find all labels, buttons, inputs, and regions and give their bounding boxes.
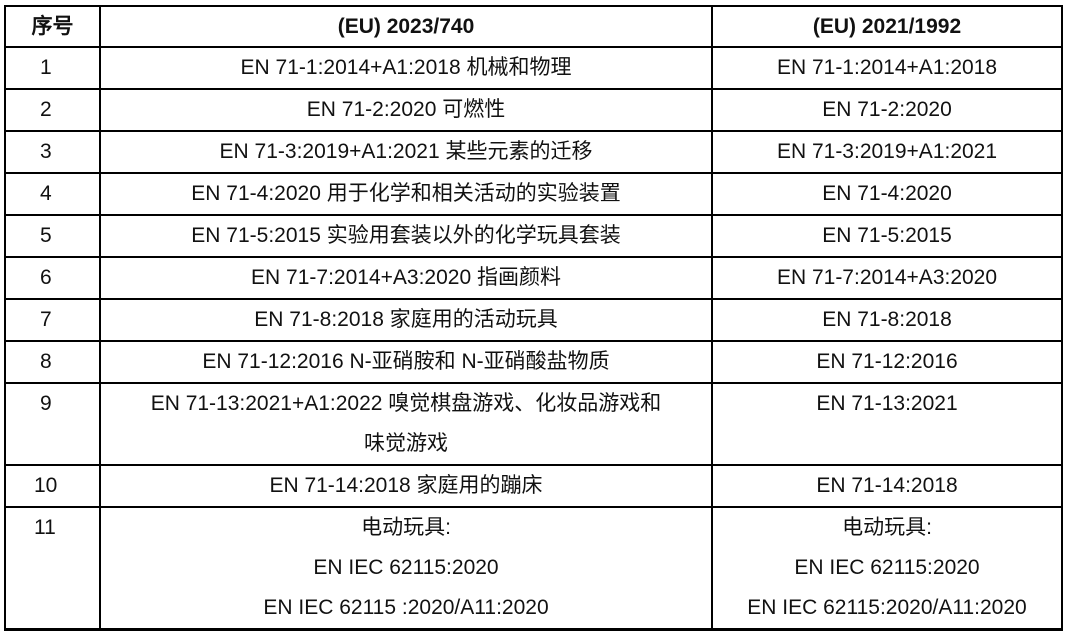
standard-text: EN 71-1:2014+A1:2018 机械和物理	[240, 56, 572, 79]
standard-text: EN 71-3:2019+A1:2021	[776, 140, 998, 163]
table-row: 8 EN 71-12:2016 N-亚硝胺和 N-亚硝酸盐物质 EN 71-12:2…	[4, 340, 1063, 384]
eu-2021-1992-cell: EN 71-14:2018	[711, 464, 1063, 508]
table-row: 9 EN 71-13:2021+A1:2022 嗅觉棋盘游戏、化妆品游戏和 味觉游戏…	[4, 382, 1063, 466]
eu-2021-1992-cell: EN 71-8:2018	[711, 298, 1063, 342]
eu-2021-1992-cell: EN 71-3:2019+A1:2021	[711, 130, 1063, 174]
eu-2021-1992-cell: EN 71-12:2016	[711, 340, 1063, 384]
serial-number-cell: 11	[4, 506, 101, 631]
standard-text: EN 71-2:2020 可燃性	[306, 98, 506, 121]
standard-text: EN 71-13:2021+A1:2022 嗅觉棋盘游戏、化妆品游戏和	[150, 392, 662, 415]
eu-2023-740-cell: EN 71-1:2014+A1:2018 机械和物理	[99, 46, 713, 90]
eu-2023-740-cell: EN 71-13:2021+A1:2022 嗅觉棋盘游戏、化妆品游戏和 味觉游戏	[99, 382, 713, 466]
eu-2021-1992-cell: EN 71-5:2015	[711, 214, 1063, 258]
standard-text: EN 71-14:2018 家庭用的蹦床	[269, 474, 543, 497]
standard-text: EN 71-7:2014+A3:2020	[776, 266, 998, 289]
standard-text: 电动玩具:	[842, 516, 932, 539]
standard-text: EN 71-8:2018 家庭用的活动玩具	[254, 308, 558, 331]
table-row: 1 EN 71-1:2014+A1:2018 机械和物理 EN 71-1:2014+…	[4, 46, 1063, 90]
eu-2021-1992-cell: EN 71-4:2020	[711, 172, 1063, 216]
eu-2021-1992-cell: 电动玩具: EN IEC 62115:2020 EN IEC 62115:2020/…	[711, 506, 1063, 631]
eu-2021-1992-cell: EN 71-1:2014+A1:2018	[711, 46, 1063, 90]
standard-text: EN 71-14:2018	[816, 474, 958, 497]
table-row: 4 EN 71-4:2020 用于化学和相关活动的实验装置 EN 71-4:2020	[4, 172, 1063, 216]
table-row: 2 EN 71-2:2020 可燃性 EN 71-2:2020	[4, 88, 1063, 132]
standard-text: EN IEC 62115:2020/A11:2020	[747, 596, 1027, 619]
serial-number-cell: 8	[4, 340, 101, 384]
eu-2023-740-cell: EN 71-3:2019+A1:2021 某些元素的迁移	[99, 130, 713, 174]
standard-text: EN IEC 62115:2020	[794, 556, 980, 579]
eu-2023-740-cell: EN 71-12:2016 N-亚硝胺和 N-亚硝酸盐物质	[99, 340, 713, 384]
serial-number-cell: 3	[4, 130, 101, 174]
serial-number-cell: 2	[4, 88, 101, 132]
serial-number-cell: 7	[4, 298, 101, 342]
serial-number-cell: 10	[4, 464, 101, 508]
serial-number-cell: 5	[4, 214, 101, 258]
table-row: 5 EN 71-5:2015 实验用套装以外的化学玩具套装 EN 71-5:2015	[4, 214, 1063, 258]
serial-number-cell: 1	[4, 46, 101, 90]
eu-2021-1992-cell: EN 71-2:2020	[711, 88, 1063, 132]
standard-text: EN 71-12:2016 N-亚硝胺和 N-亚硝酸盐物质	[202, 350, 610, 373]
eu-2023-740-cell: 电动玩具: EN IEC 62115:2020 EN IEC 62115 :2020…	[99, 506, 713, 631]
eu-2023-740-cell: EN 71-2:2020 可燃性	[99, 88, 713, 132]
standard-text: EN 71-4:2020 用于化学和相关活动的实验装置	[191, 182, 621, 205]
standard-text: EN 71-1:2014+A1:2018	[776, 56, 998, 79]
standard-text: EN IEC 62115 :2020/A11:2020	[263, 596, 549, 619]
standards-table: 序号 (EU) 2023/740 (EU) 2021/1992 1 EN 71-1…	[4, 5, 1063, 631]
standard-text: EN 71-13:2021	[816, 392, 958, 415]
eu-2021-1992-cell: EN 71-13:2021	[711, 382, 1063, 466]
header-row: 序号 (EU) 2023/740 (EU) 2021/1992	[4, 5, 1063, 48]
standard-text: EN 71-3:2019+A1:2021 某些元素的迁移	[219, 140, 593, 163]
eu-2023-740-cell: EN 71-7:2014+A3:2020 指画颜料	[99, 256, 713, 300]
standard-text: EN 71-2:2020	[822, 98, 952, 121]
standard-text: 味觉游戏	[364, 432, 448, 455]
header-serial-number: 序号	[4, 5, 101, 48]
standard-text: EN 71-4:2020	[822, 182, 952, 205]
standard-text: EN 71-5:2015	[822, 224, 952, 247]
standard-text: EN IEC 62115:2020	[313, 556, 499, 579]
table-row: 10 EN 71-14:2018 家庭用的蹦床 EN 71-14:2018	[4, 464, 1063, 508]
eu-2023-740-cell: EN 71-14:2018 家庭用的蹦床	[99, 464, 713, 508]
serial-number-cell: 9	[4, 382, 101, 466]
eu-2021-1992-cell: EN 71-7:2014+A3:2020	[711, 256, 1063, 300]
standard-text: EN 71-12:2016	[816, 350, 958, 373]
table-row: 6 EN 71-7:2014+A3:2020 指画颜料 EN 71-7:2014+A…	[4, 256, 1063, 300]
table-row: 11 电动玩具: EN IEC 62115:2020 EN IEC 62115 :20…	[4, 506, 1063, 631]
standard-text: EN 71-7:2014+A3:2020 指画颜料	[251, 266, 561, 289]
header-eu-2021-1992: (EU) 2021/1992	[711, 5, 1063, 48]
eu-2023-740-cell: EN 71-4:2020 用于化学和相关活动的实验装置	[99, 172, 713, 216]
standard-text: EN 71-8:2018	[822, 308, 952, 331]
table-row: 7 EN 71-8:2018 家庭用的活动玩具 EN 71-8:2018	[4, 298, 1063, 342]
eu-2023-740-cell: EN 71-5:2015 实验用套装以外的化学玩具套装	[99, 214, 713, 258]
standard-text: 电动玩具:	[361, 516, 451, 539]
serial-number-cell: 4	[4, 172, 101, 216]
standard-text: EN 71-5:2015 实验用套装以外的化学玩具套装	[191, 224, 621, 247]
serial-number-cell: 6	[4, 256, 101, 300]
eu-2023-740-cell: EN 71-8:2018 家庭用的活动玩具	[99, 298, 713, 342]
header-eu-2023-740: (EU) 2023/740	[99, 5, 713, 48]
table-row: 3 EN 71-3:2019+A1:2021 某些元素的迁移 EN 71-3:201…	[4, 130, 1063, 174]
